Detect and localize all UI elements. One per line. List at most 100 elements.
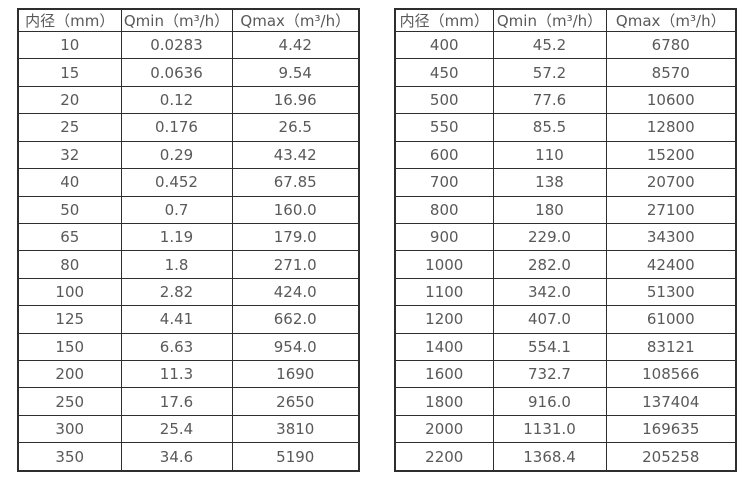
table-row: 550 85.5 12800 — [394, 113, 737, 142]
table-row: 65 1.19 179.0 — [17, 222, 360, 252]
table-row: 50 0.7 160.0 — [17, 195, 360, 224]
table-cell: 1.19 — [120, 222, 233, 252]
header-qmin: Qmin（m³/h） — [120, 8, 233, 32]
table-row: 25 0.176 26.5 — [17, 113, 360, 142]
header-inner-diameter: 内径（mm） — [394, 8, 494, 32]
table-cell: 407.0 — [492, 305, 607, 334]
table-cell: 342.0 — [492, 277, 607, 307]
table-row: 350 34.6 5190 — [17, 442, 360, 472]
table-row: 2200 1368.4 205258 — [394, 442, 737, 472]
table-row: 400 45.2 6780 — [394, 30, 737, 60]
table-cell: 16.96 — [231, 85, 360, 115]
table-cell: 2200 — [394, 442, 494, 472]
table-cell: 108566 — [605, 360, 737, 389]
header-inner-diameter: 内径（mm） — [17, 8, 122, 32]
table-cell: 0.7 — [120, 195, 233, 224]
table-cell: 282.0 — [492, 250, 607, 279]
table-cell: 11.3 — [120, 360, 233, 389]
table-cell: 150 — [17, 332, 122, 362]
table-cell: 9.54 — [231, 58, 360, 87]
table-cell: 125 — [17, 305, 122, 334]
table-cell: 160.0 — [231, 195, 360, 224]
table-cell: 3810 — [231, 414, 360, 444]
table-cell: 26.5 — [231, 113, 360, 142]
table-cell: 27100 — [605, 195, 737, 224]
table-cell: 1690 — [231, 360, 360, 389]
table-cell: 8570 — [605, 58, 737, 87]
table-cell: 6780 — [605, 30, 737, 60]
table-row: 150 6.63 954.0 — [17, 332, 360, 362]
header-qmax: Qmax（m³/h） — [605, 8, 737, 32]
table-cell: 138 — [492, 168, 607, 197]
table-cell: 916.0 — [492, 387, 607, 416]
table-cell: 169635 — [605, 414, 737, 444]
table-row: 32 0.29 43.42 — [17, 140, 360, 170]
table-row: 1600 732.7 108566 — [394, 360, 737, 389]
table-row: 40 0.452 67.85 — [17, 168, 360, 197]
table-cell: 57.2 — [492, 58, 607, 87]
table-row: 10 0.0283 4.42 — [17, 30, 360, 60]
table-cell: 1131.0 — [492, 414, 607, 444]
table-cell: 2.82 — [120, 277, 233, 307]
table-row: 1000 282.0 42400 — [394, 250, 737, 279]
table-cell: 34300 — [605, 222, 737, 252]
table-cell: 20 — [17, 85, 122, 115]
table-row: 15 0.0636 9.54 — [17, 58, 360, 87]
table-cell: 424.0 — [231, 277, 360, 307]
table-cell: 200 — [17, 360, 122, 389]
flow-table-small-diameters: 内径（mm） Qmin（m³/h） Qmax（m³/h） 10 0.0283 4.4… — [17, 8, 360, 472]
table-cell: 32 — [17, 140, 122, 170]
table-row: 1800 916.0 137404 — [394, 387, 737, 416]
table-cell: 6.63 — [120, 332, 233, 362]
table-cell: 83121 — [605, 332, 737, 362]
table-cell: 45.2 — [492, 30, 607, 60]
table-cell: 1000 — [394, 250, 494, 279]
table-cell: 77.6 — [492, 85, 607, 115]
table-cell: 1800 — [394, 387, 494, 416]
table-cell: 554.1 — [492, 332, 607, 362]
table-cell: 110 — [492, 140, 607, 170]
table-row: 300 25.4 3810 — [17, 414, 360, 444]
table-cell: 25.4 — [120, 414, 233, 444]
table-cell: 15200 — [605, 140, 737, 170]
table-cell: 1.8 — [120, 250, 233, 279]
table-row: 2000 1131.0 169635 — [394, 414, 737, 444]
table-row: 600 110 15200 — [394, 140, 737, 170]
table-row: 1400 554.1 83121 — [394, 332, 737, 362]
table-row: 900 229.0 34300 — [394, 222, 737, 252]
table-cell: 450 — [394, 58, 494, 87]
table-row: 800 180 27100 — [394, 195, 737, 224]
table-cell: 1368.4 — [492, 442, 607, 472]
table-cell: 0.12 — [120, 85, 233, 115]
table-row: 100 2.82 424.0 — [17, 277, 360, 307]
table-cell: 12800 — [605, 113, 737, 142]
table-row: 700 138 20700 — [394, 168, 737, 197]
table-row: 1100 342.0 51300 — [394, 277, 737, 307]
table-cell: 43.42 — [231, 140, 360, 170]
table-cell: 15 — [17, 58, 122, 87]
table-row: 20 0.12 16.96 — [17, 85, 360, 115]
table-cell: 662.0 — [231, 305, 360, 334]
table-cell: 0.29 — [120, 140, 233, 170]
table-cell: 400 — [394, 30, 494, 60]
table-cell: 137404 — [605, 387, 737, 416]
table-cell: 350 — [17, 442, 122, 472]
table-cell: 732.7 — [492, 360, 607, 389]
table-cell: 25 — [17, 113, 122, 142]
table-cell: 67.85 — [231, 168, 360, 197]
table-cell: 700 — [394, 168, 494, 197]
table-cell: 271.0 — [231, 250, 360, 279]
header-qmax: Qmax（m³/h） — [231, 8, 360, 32]
table-cell: 205258 — [605, 442, 737, 472]
flow-table-large-diameters: 内径（mm） Qmin（m³/h） Qmax（m³/h） 400 45.2 6780… — [394, 8, 737, 472]
table-cell: 85.5 — [492, 113, 607, 142]
header-qmin: Qmin（m³/h） — [492, 8, 607, 32]
table-row: 1200 407.0 61000 — [394, 305, 737, 334]
table-cell: 20700 — [605, 168, 737, 197]
table-cell: 10 — [17, 30, 122, 60]
table-header-row: 内径（mm） Qmin（m³/h） Qmax（m³/h） — [17, 8, 360, 32]
table-cell: 2000 — [394, 414, 494, 444]
table-cell: 100 — [17, 277, 122, 307]
table-cell: 1200 — [394, 305, 494, 334]
table-cell: 550 — [394, 113, 494, 142]
